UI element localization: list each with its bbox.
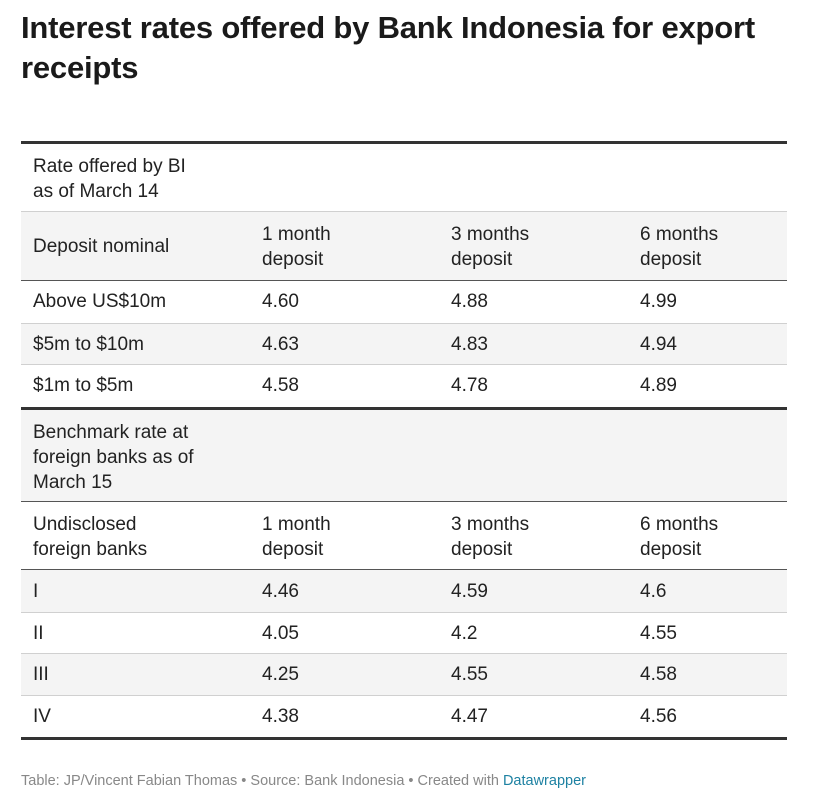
column-header: 3 months deposit (451, 224, 530, 270)
table-row: III 4.25 4.55 4.58 (21, 654, 787, 696)
table-cell: 4.83 (451, 334, 488, 355)
table-row: IV 4.38 4.47 4.56 (21, 696, 787, 737)
table-cell: 4.2 (451, 623, 478, 644)
footer-credits: Table: JP/Vincent Fabian Thomas • Source… (21, 771, 586, 791)
table-row: Above US$10m 4.60 4.88 4.99 (21, 281, 787, 324)
table-cell: 4.55 (451, 664, 488, 685)
column-header: 1 month deposit (262, 514, 331, 560)
table-cell: 4.55 (640, 623, 677, 644)
table-cell: 4.78 (451, 375, 488, 396)
table-cell: 4.6 (640, 581, 667, 602)
footer-text: Table: JP/Vincent Fabian Thomas • Source… (21, 773, 503, 789)
column-header: 6 months deposit (640, 514, 719, 560)
row-label: Above US$10m (33, 291, 167, 312)
column-header: Deposit nominal (33, 236, 170, 257)
table-cell: 4.56 (640, 706, 677, 727)
table-cell: 4.38 (262, 706, 299, 727)
column-header: 6 months deposit (640, 224, 719, 270)
chart-title: Interest rates offered by Bank Indonesia… (21, 10, 755, 85)
table-cell: 4.63 (262, 334, 299, 355)
row-label: I (33, 581, 39, 602)
table-cell: 4.89 (640, 375, 677, 396)
row-label: II (33, 623, 44, 644)
bottom-rule (21, 737, 787, 740)
row-label: III (33, 664, 49, 685)
table-row: $1m to $5m 4.58 4.78 4.89 (21, 365, 787, 407)
column-header: 1 month deposit (262, 224, 331, 270)
table-cell: 4.94 (640, 334, 677, 355)
column-header: 3 months deposit (451, 514, 530, 560)
section-heading: Rate offered by BI as of March 14 (33, 156, 186, 202)
section-heading-row: Rate offered by BI as of March 14 (21, 144, 787, 212)
section-divider (21, 407, 787, 410)
table-cell: 4.05 (262, 623, 299, 644)
table-cell: 4.59 (451, 581, 488, 602)
table-cell: 4.88 (451, 291, 488, 312)
datawrapper-link[interactable]: Datawrapper (502, 773, 586, 789)
section-heading-row: Benchmark rate at foreign banks as of Ma… (21, 410, 787, 502)
row-label: $1m to $5m (33, 375, 134, 396)
table-row: II 4.05 4.2 4.55 (21, 613, 787, 654)
top-rule (21, 141, 787, 144)
table-cell: 4.47 (451, 706, 488, 727)
row-label: $5m to $10m (33, 334, 144, 355)
table-cell: 4.99 (640, 291, 677, 312)
table-row: I 4.46 4.59 4.6 (21, 570, 787, 613)
table-cell: 4.46 (262, 581, 299, 602)
table-cell: 4.60 (262, 291, 299, 312)
row-label: IV (33, 706, 51, 727)
rates-table: Rate offered by BI as of March 14 Deposi… (21, 141, 787, 740)
table-cell: 4.58 (262, 375, 299, 396)
table-cell: 4.58 (640, 664, 677, 685)
table-row: $5m to $10m 4.63 4.83 4.94 (21, 324, 787, 365)
column-header-row: Deposit nominal 1 month deposit 3 months… (21, 212, 787, 281)
section-heading: Benchmark rate at foreign banks as of Ma… (33, 422, 194, 493)
column-header: Undisclosed foreign banks (33, 514, 148, 560)
column-header-row: Undisclosed foreign banks 1 month deposi… (21, 502, 787, 570)
table-cell: 4.25 (262, 664, 299, 685)
